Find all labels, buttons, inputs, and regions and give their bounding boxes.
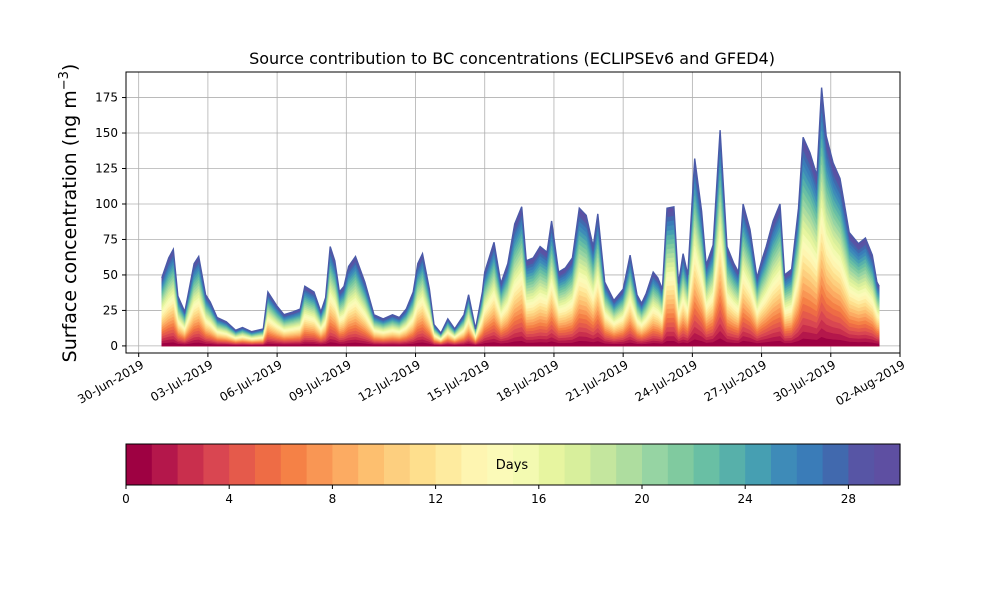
colorbar-frame (125, 443, 901, 486)
colorbar-tick-label: 4 (225, 492, 233, 506)
y-tick-label: 175 (95, 91, 118, 105)
colorbar-swatch (848, 444, 875, 485)
colorbar-swatch (126, 444, 153, 485)
colorbar-swatch (538, 444, 566, 485)
colorbar-swatch (693, 444, 720, 485)
colorbar-swatch (771, 444, 798, 485)
x-tick-label: 21-Jul-2019 (563, 357, 630, 404)
colorbar-swatch (822, 444, 849, 485)
colorbar-swatch (177, 444, 204, 485)
colorbar-swatch (332, 444, 359, 485)
x-tick-label: 27-Jul-2019 (702, 357, 769, 404)
colorbar-swatch (461, 444, 488, 485)
colorbar-swatch (513, 444, 540, 485)
colorbar-swatch (203, 444, 230, 485)
x-tick-label: 02-Aug-2019 (833, 357, 907, 408)
colorbar-swatch (487, 444, 514, 485)
colorbar-tick-label: 8 (329, 492, 337, 506)
y-tick-label: 150 (95, 126, 118, 140)
y-axis-label: Surface concentration (ng m−3) (57, 64, 81, 363)
y-tick-label: 25 (103, 303, 118, 317)
colorbar-swatch (280, 444, 308, 485)
colorbar-swatch (642, 444, 669, 485)
x-tick-label: 15-Jul-2019 (425, 357, 492, 404)
colorbar-swatch (874, 444, 901, 485)
x-tick-label: 24-Jul-2019 (633, 357, 700, 404)
y-tick-label: 75 (103, 232, 118, 246)
x-tick-label: 03-Jul-2019 (148, 357, 215, 404)
colorbar-swatch (590, 444, 617, 485)
colorbar-swatch (745, 444, 772, 485)
colorbar-tick-label: 28 (841, 492, 856, 506)
x-tick-label: 18-Jul-2019 (494, 357, 561, 404)
colorbar-swatch (435, 444, 462, 485)
total-line (161, 87, 880, 335)
x-tick-label: 12-Jul-2019 (356, 357, 423, 404)
colorbar-tick-label: 16 (531, 492, 546, 506)
x-tick-label: 30-Jun-2019 (75, 357, 146, 406)
colorbar-swatch (255, 444, 282, 485)
colorbar-swatch (616, 444, 643, 485)
y-tick-label: 50 (103, 268, 118, 282)
colorbar-swatch (667, 444, 695, 485)
colorbar-label: Days (496, 458, 529, 473)
y-axis-ticks: 0 25 50 75 100 125 150 175 (95, 91, 126, 353)
y-tick-label: 125 (95, 162, 118, 176)
chart-title: Source contribution to BC concentrations… (249, 49, 775, 68)
colorbar-tick-label: 0 (122, 492, 130, 506)
colorbar-tick-label: 12 (428, 492, 443, 506)
y-tick-label: 100 (95, 197, 118, 211)
colorbar-swatch (306, 444, 333, 485)
colorbar-swatch (229, 444, 256, 485)
colorbar: 0 4 8 12 16 20 24 28 (122, 443, 901, 506)
x-axis-ticks: 30-Jun-2019 03-Jul-2019 06-Jul-2019 09-Jul-… (75, 353, 908, 408)
colorbar-swatch (409, 444, 437, 485)
colorbar-swatch (796, 444, 824, 485)
y-tick-label: 0 (110, 339, 118, 353)
x-tick-label: 09-Jul-2019 (287, 357, 354, 404)
colorbar-swatch (564, 444, 591, 485)
x-tick-label: 30-Jul-2019 (771, 357, 838, 404)
colorbar-swatch (719, 444, 746, 485)
x-tick-label: 06-Jul-2019 (217, 357, 284, 404)
plot-frame (125, 71, 901, 354)
colorbar-swatch (384, 444, 411, 485)
colorbar-tick-label: 24 (738, 492, 753, 506)
colorbar-swatch (358, 444, 385, 485)
plot-axes (125, 71, 901, 354)
colorbar-swatch (151, 444, 179, 485)
stacked-areas (161, 87, 880, 347)
colorbar-tick-label: 20 (634, 492, 649, 506)
area-layer-age-1 (161, 336, 880, 347)
